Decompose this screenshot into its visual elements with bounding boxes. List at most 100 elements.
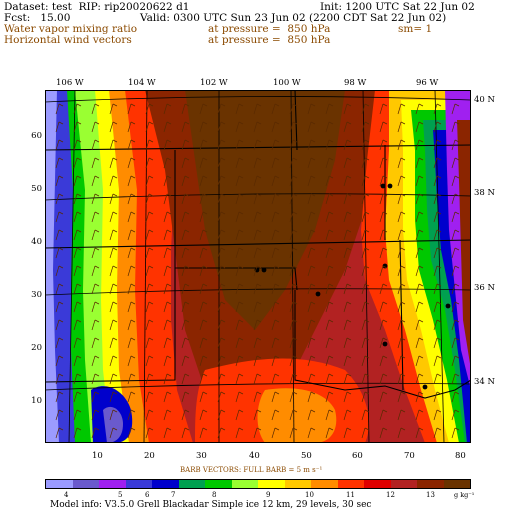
wind-barb bbox=[451, 211, 460, 223]
wind-barb bbox=[379, 427, 388, 439]
colorbar-label-13: 13 bbox=[426, 491, 435, 499]
wind-barb bbox=[109, 355, 118, 367]
colorbar-swatch-8 bbox=[231, 480, 258, 488]
lat-line-38n bbox=[45, 193, 471, 201]
wind-barb bbox=[91, 247, 100, 259]
colorbar-label-5: 5 bbox=[118, 491, 123, 499]
wind-barb bbox=[415, 373, 424, 385]
border-ok-ar bbox=[399, 239, 404, 391]
wind-barb bbox=[91, 121, 100, 133]
wind-barb bbox=[181, 229, 190, 241]
wind-barb bbox=[127, 355, 136, 367]
wind-barb bbox=[91, 427, 100, 439]
grid-x-label-40: 40 bbox=[249, 451, 260, 461]
wind-barb bbox=[361, 337, 370, 349]
wind-barb bbox=[181, 139, 190, 151]
wind-barb bbox=[163, 427, 172, 439]
wind-barb bbox=[73, 319, 82, 331]
wind-barb bbox=[109, 265, 118, 277]
wind-barb bbox=[145, 319, 154, 331]
wind-barb bbox=[109, 103, 118, 115]
wind-barb bbox=[307, 427, 316, 439]
wind-barb bbox=[343, 409, 352, 421]
wind-barb bbox=[271, 229, 280, 241]
wind-barb bbox=[289, 193, 298, 205]
wind-barb bbox=[91, 301, 100, 313]
wind-barb bbox=[235, 247, 244, 259]
wind-barb bbox=[289, 427, 298, 439]
wind-barb bbox=[451, 139, 460, 151]
wind-barb bbox=[307, 337, 316, 349]
wind-barb bbox=[433, 283, 442, 295]
wind-barb bbox=[397, 373, 406, 385]
wind-barb bbox=[289, 337, 298, 349]
wind-barb bbox=[343, 229, 352, 241]
wind-barb bbox=[343, 427, 352, 439]
city-dot-5 bbox=[387, 183, 393, 189]
wind-barb bbox=[217, 373, 226, 385]
wind-barb bbox=[181, 121, 190, 133]
wind-barb bbox=[433, 157, 442, 169]
wind-barb bbox=[307, 157, 316, 169]
colorbar-label-10: 10 bbox=[305, 491, 314, 499]
colorbar-units: g kg⁻¹ bbox=[454, 491, 475, 499]
wind-barb bbox=[271, 427, 280, 439]
wind-barb bbox=[55, 265, 64, 277]
wind-barb bbox=[307, 319, 316, 331]
wind-barb bbox=[397, 103, 406, 115]
wind-barb bbox=[145, 409, 154, 421]
wind-barb bbox=[109, 427, 118, 439]
wind-barb bbox=[145, 103, 154, 115]
wind-barb bbox=[271, 337, 280, 349]
wind-barb bbox=[145, 121, 154, 133]
wind-barb bbox=[109, 193, 118, 205]
wind-barb bbox=[451, 427, 460, 439]
city-dot-3 bbox=[315, 291, 321, 297]
wind-barb bbox=[235, 193, 244, 205]
wind-barb bbox=[109, 283, 118, 295]
wind-barb bbox=[271, 103, 280, 115]
wind-barb bbox=[433, 247, 442, 259]
wind-barb bbox=[55, 301, 64, 313]
wind-barb bbox=[379, 139, 388, 151]
wind-barb bbox=[271, 139, 280, 151]
wind-barb bbox=[451, 121, 460, 133]
wind-barb bbox=[253, 427, 262, 439]
wind-barb bbox=[343, 157, 352, 169]
colorbar-swatch-14 bbox=[390, 480, 417, 488]
wind-barb bbox=[91, 103, 100, 115]
wind-barb bbox=[379, 175, 388, 187]
colorbar-swatch-9 bbox=[258, 480, 285, 488]
wind-barb bbox=[415, 121, 424, 133]
wind-barb bbox=[217, 301, 226, 313]
wind-barb bbox=[325, 373, 334, 385]
wind-barb bbox=[73, 391, 82, 403]
wind-barb bbox=[217, 175, 226, 187]
wind-barb bbox=[253, 319, 262, 331]
wind-barb bbox=[235, 301, 244, 313]
wind-barb bbox=[199, 211, 208, 223]
wind-barb bbox=[415, 157, 424, 169]
init-time-label: Init: 1200 UTC Sat 22 Jun 02 bbox=[320, 1, 475, 13]
wind-barb bbox=[343, 211, 352, 223]
wind-barb bbox=[397, 391, 406, 403]
wind-barb bbox=[451, 319, 460, 331]
wind-barb bbox=[91, 319, 100, 331]
wind-barb bbox=[181, 157, 190, 169]
colorbar-swatch-4 bbox=[125, 480, 152, 488]
wind-barb bbox=[361, 409, 370, 421]
wind-barb bbox=[253, 139, 262, 151]
wind-barb bbox=[181, 427, 190, 439]
wind-barb bbox=[55, 427, 64, 439]
wind-barb bbox=[235, 409, 244, 421]
wind-barb bbox=[127, 247, 136, 259]
wind-barb bbox=[91, 409, 100, 421]
wind-barb bbox=[253, 247, 262, 259]
wind-barb bbox=[145, 247, 154, 259]
wind-barb bbox=[73, 103, 82, 115]
wind-barb bbox=[325, 409, 334, 421]
field1-smoothing: sm= 1 bbox=[398, 23, 433, 35]
wind-barb bbox=[325, 229, 334, 241]
wind-barb bbox=[127, 157, 136, 169]
lon-label-102w: 102 W bbox=[200, 78, 228, 88]
